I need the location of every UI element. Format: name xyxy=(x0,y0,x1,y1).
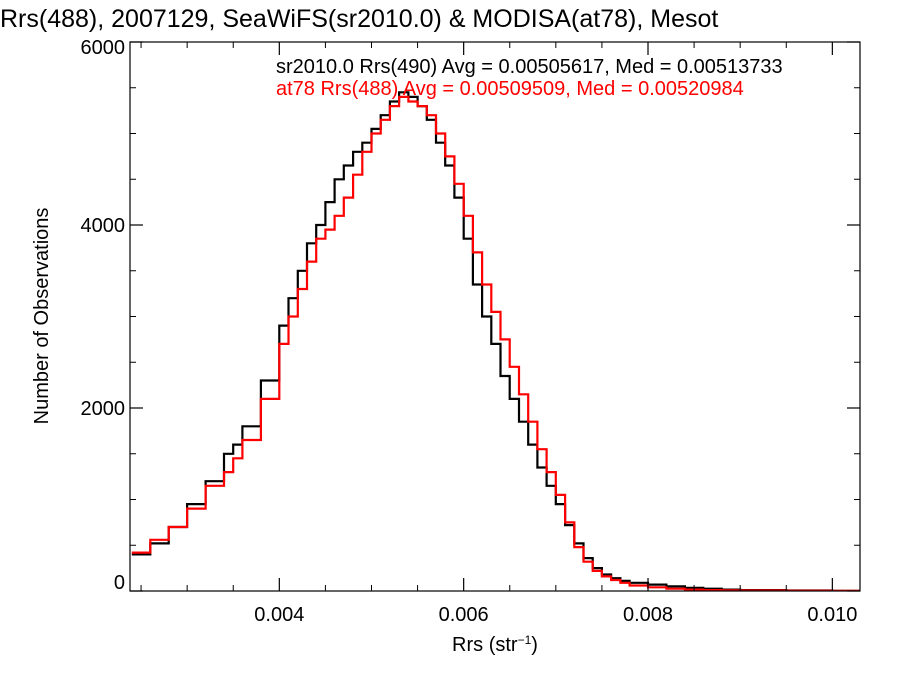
legend-entry-at78: at78 Rrs(488) Avg = 0.00509509, Med = 0.… xyxy=(276,78,744,100)
y-tick-label: 6000 xyxy=(81,37,126,59)
plot-frame xyxy=(129,41,861,592)
x-tick-label: 0.010 xyxy=(807,604,857,626)
series-layer xyxy=(131,91,860,591)
chart-title: Rrs(488), 2007129, SeaWiFS(sr2010.0) & M… xyxy=(0,5,718,33)
y-tick-label: 4000 xyxy=(81,215,126,237)
y-axis-label: Number of Observations xyxy=(31,208,53,425)
x-axis-label-close: ) xyxy=(531,634,538,656)
x-axis-label-superscript: −1 xyxy=(518,633,532,647)
x-axis-label: Rrs (str−1) xyxy=(452,633,538,656)
y-tick-label: 0 xyxy=(114,572,125,594)
y-tick-label: 2000 xyxy=(81,398,126,420)
x-tick-label: 0.008 xyxy=(623,604,673,626)
legend-entry-sr2010: sr2010.0 Rrs(490) Avg = 0.00505617, Med … xyxy=(276,56,783,78)
series-line-at78 xyxy=(131,95,860,591)
ticks-layer: 0.004 0.006 0.008 0.010 0 2000 4000 6000 xyxy=(81,37,860,626)
x-axis-label-text: Rrs (str xyxy=(452,634,518,656)
x-tick-label: 0.006 xyxy=(439,604,489,626)
x-tick-label: 0.004 xyxy=(254,604,304,626)
series-line-sr2010 xyxy=(131,91,860,591)
legend-layer: sr2010.0 Rrs(490) Avg = 0.00505617, Med … xyxy=(276,56,783,100)
